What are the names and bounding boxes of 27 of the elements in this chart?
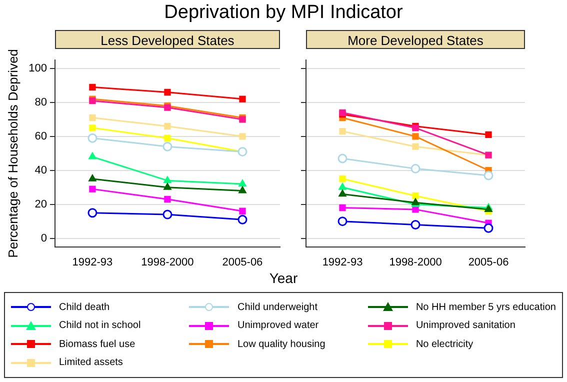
chart-subtitle: Less Developed States	[54, 30, 280, 49]
y-tick-label: 20	[34, 198, 47, 210]
y-tick-label: 100	[28, 62, 47, 75]
legend-label: Unimproved water	[237, 320, 319, 332]
x-axis-title: Year	[268, 270, 299, 286]
legend-label: No HH member 5 yrs education	[416, 302, 556, 313]
x-tick-label: 2005-06	[468, 256, 509, 268]
x-tick-label: 1998-2000	[389, 256, 442, 268]
legend-label: Biomass fuel use	[59, 338, 136, 350]
y-axis-title: Percentage of Households Deprived	[5, 48, 20, 258]
legend-label: Low quality housing	[237, 338, 326, 350]
legend-label: Limited assets	[59, 357, 123, 368]
y-tick-label: 0	[40, 232, 47, 244]
legend-label: No electricity	[416, 338, 474, 350]
legend-label: Child death	[59, 302, 110, 313]
chart-subtitle: More Developed States	[306, 30, 525, 49]
legend-label: Unimproved sanitation	[416, 320, 516, 332]
x-tick-label: 2005-06	[222, 256, 263, 268]
chart-title: Deprivation by MPI Indicator	[163, 2, 404, 24]
y-tick-label: 40	[34, 164, 47, 176]
x-tick-label: 1992-93	[72, 256, 113, 268]
y-tick-label: 60	[34, 130, 47, 142]
legend-label: Child underweight	[237, 302, 318, 313]
x-tick-label: 1992-93	[322, 256, 363, 268]
x-tick-label: 1998-2000	[141, 256, 194, 268]
legend-label: Child not in school	[59, 320, 141, 332]
y-tick-label: 80	[34, 96, 47, 108]
